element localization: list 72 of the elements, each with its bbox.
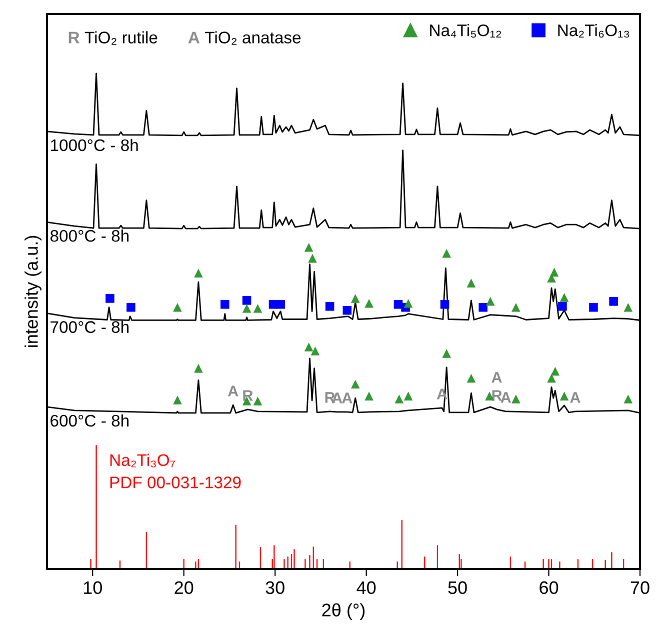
point (242, 304, 252, 313)
point (558, 302, 567, 311)
x-tick-label: 50 (448, 581, 467, 594)
text: TiO₂ rutile (84, 31, 158, 45)
point (253, 396, 262, 406)
point (304, 342, 314, 352)
point (442, 248, 451, 258)
point (364, 392, 374, 400)
point (512, 302, 520, 312)
x-tick-label: 20 (174, 581, 194, 594)
x-tick-label: 40 (356, 581, 376, 594)
annotation: A (492, 372, 502, 383)
point (560, 293, 569, 302)
annotation: PDF 00-031-1329 (110, 476, 241, 488)
series-label: Na₂Ti₃O₇ (110, 454, 175, 468)
point (560, 392, 569, 400)
x-axis-title: 2θ (°) (322, 603, 365, 620)
annotation: R (492, 390, 502, 401)
point (624, 394, 633, 404)
point (466, 374, 476, 383)
point (126, 302, 136, 312)
text: A (188, 32, 200, 44)
annotation: R (243, 390, 253, 401)
point (173, 396, 182, 404)
point (220, 300, 230, 309)
annotation: A (228, 386, 238, 396)
point (589, 302, 598, 312)
point (253, 304, 262, 313)
annotation: A (570, 392, 580, 403)
legend-label: Na₂Ti₆O₁₃ (558, 24, 630, 38)
point (106, 294, 114, 303)
point (350, 294, 360, 303)
point (609, 297, 618, 306)
series-label: 800°C - 8h (50, 230, 129, 242)
point (173, 302, 182, 312)
series-label: 700°C - 8h (50, 320, 129, 333)
point (276, 300, 285, 309)
point (478, 302, 488, 312)
point (310, 346, 320, 356)
y-axis-title: intensity (a.u.) (24, 236, 42, 347)
point (624, 302, 633, 312)
point (308, 254, 317, 263)
x-tick-label: 60 (540, 581, 558, 594)
series-label: 600°C - 8h (50, 414, 129, 427)
point (404, 299, 413, 308)
point (325, 302, 334, 311)
text: R (68, 32, 80, 44)
point (440, 300, 450, 309)
annotation: A (500, 392, 512, 403)
point (364, 299, 374, 308)
point (550, 268, 559, 277)
x-tick-label: 10 (84, 581, 102, 594)
point (304, 243, 314, 252)
point (194, 364, 203, 373)
point (486, 297, 495, 306)
point (550, 366, 560, 376)
point (350, 380, 360, 389)
point (404, 392, 413, 400)
legend-label: Na₄Ti₅O₁₂ (430, 24, 502, 38)
point (394, 394, 404, 404)
point (547, 374, 556, 383)
point (466, 278, 476, 288)
point (342, 306, 352, 315)
annotation: A (342, 392, 352, 404)
point (194, 268, 203, 278)
point (512, 394, 520, 404)
x-tick-label: 70 (630, 581, 650, 594)
text: TiO₂ anatase (205, 31, 301, 45)
point (242, 296, 252, 305)
x-tick-label: 30 (266, 581, 284, 594)
point (442, 349, 451, 358)
series-label: 1000°C - 8h (51, 138, 138, 152)
